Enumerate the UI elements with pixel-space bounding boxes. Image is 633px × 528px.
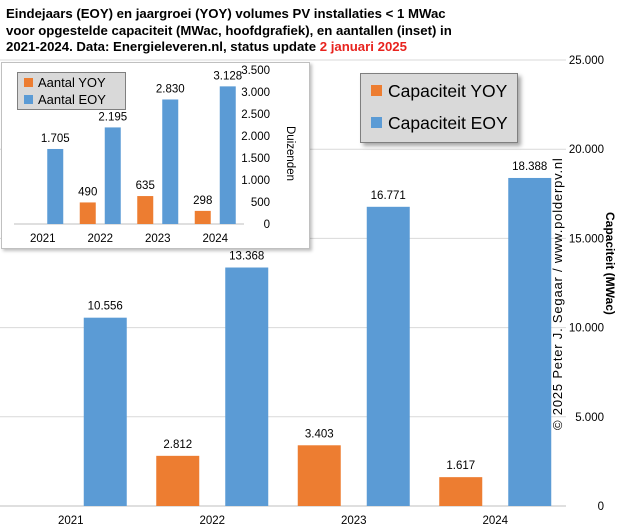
inset-data-label: 2.195 bbox=[98, 111, 127, 123]
main-data-label: 2.812 bbox=[163, 439, 192, 451]
inset-data-label: 1.705 bbox=[41, 133, 70, 145]
main-legend-item-yoy: Capaciteit YOY bbox=[371, 81, 507, 105]
inset-y-tick-label: 3.000 bbox=[241, 87, 270, 99]
main-data-label: 16.771 bbox=[371, 190, 406, 202]
inset-x-tick-label: 2023 bbox=[145, 233, 171, 245]
main-bar-eoy bbox=[508, 177, 552, 507]
inset-chart-plot: 0 500 1.000 1.500 2.000 2.500 3.000 3.500 2021 1.… bbox=[14, 65, 270, 245]
inset-y-tick-label: 2.500 bbox=[241, 109, 270, 121]
inset-x-tick-label: 2024 bbox=[202, 233, 228, 245]
main-data-label: 3.403 bbox=[305, 428, 334, 440]
main-y-tick-label: 10.000 bbox=[569, 323, 604, 335]
inset-bar-eoy bbox=[47, 148, 64, 224]
inset-bar-yoy bbox=[79, 202, 96, 224]
main-legend-item-eoy: Capaciteit EOY bbox=[371, 113, 508, 137]
inset-legend: Aantal YOY Aantal EOY bbox=[17, 72, 126, 110]
main-bar-yoy bbox=[156, 455, 200, 506]
inset-y-tick-label: 500 bbox=[251, 197, 270, 209]
main-y-tick-label: 15.000 bbox=[569, 233, 604, 245]
inset-legend-label-eoy: Aantal EOY bbox=[38, 92, 106, 107]
main-legend-label-yoy: Capaciteit YOY bbox=[388, 81, 508, 101]
inset-legend-item-yoy: Aantal YOY bbox=[24, 75, 106, 91]
title-line-3-text: 2021-2024. Data: Energieleveren.nl, stat… bbox=[6, 39, 320, 54]
inset-bar-eoy bbox=[219, 86, 236, 224]
main-x-tick-label: 2021 bbox=[58, 515, 84, 527]
inset-y-tick-label: 2.000 bbox=[241, 131, 270, 143]
main-x-tick-label: 2024 bbox=[482, 515, 508, 527]
inset-data-label: 490 bbox=[78, 186, 97, 198]
copyright-credit: © 2025 Peter J. Segaar / www.polderpv.nl bbox=[550, 157, 565, 430]
title-date-highlight: 2 januari 2025 bbox=[319, 39, 407, 54]
inset-x-tick-label: 2021 bbox=[30, 233, 56, 245]
main-y-tick-label: 0 bbox=[598, 501, 604, 513]
inset-x-tick-label: 2022 bbox=[87, 233, 113, 245]
inset-y-tick-label: 3.500 bbox=[241, 65, 270, 77]
main-bar-eoy bbox=[366, 206, 410, 506]
main-legend-label-eoy: Capaciteit EOY bbox=[388, 113, 508, 133]
main-bar-eoy bbox=[225, 267, 269, 506]
inset-chart: 0 500 1.000 1.500 2.000 2.500 3.000 3.500 2021 1.… bbox=[1, 62, 310, 249]
main-y-tick-label: 25.000 bbox=[569, 55, 604, 67]
title-line-2: voor opgestelde capaciteit (MWac, hoofdg… bbox=[6, 22, 452, 38]
inset-data-label: 298 bbox=[193, 195, 212, 207]
inset-bar-eoy bbox=[104, 127, 121, 224]
inset-data-label: 2.830 bbox=[156, 83, 185, 95]
title-line-1: Eindejaars (EOY) en jaargroei (YOY) volu… bbox=[6, 6, 446, 21]
main-x-tick-label: 2022 bbox=[199, 515, 225, 527]
main-x-tick-label: 2023 bbox=[341, 515, 367, 527]
main-y-tick-label: 20.000 bbox=[569, 144, 604, 156]
inset-y-tick-label: 1.000 bbox=[241, 175, 270, 187]
inset-y-tick-label: 1.500 bbox=[241, 153, 270, 165]
inset-bar-yoy bbox=[194, 210, 211, 224]
inset-bar-eoy bbox=[162, 99, 179, 224]
main-legend-swatch-yoy bbox=[371, 85, 382, 96]
main-bar-yoy bbox=[297, 445, 341, 506]
main-y-tick-label: 5.000 bbox=[575, 412, 604, 424]
title-line-3: 2021-2024. Data: Energieleveren.nl, stat… bbox=[6, 39, 566, 56]
inset-y-tick-label: 0 bbox=[264, 219, 270, 231]
inset-y-axis-label: Duizenden bbox=[284, 126, 296, 181]
inset-legend-swatch-eoy bbox=[24, 95, 33, 104]
inset-legend-item-eoy: Aantal EOY bbox=[24, 92, 106, 108]
main-data-label: 1.617 bbox=[446, 460, 475, 472]
main-data-label: 13.368 bbox=[229, 251, 264, 263]
inset-bar-yoy bbox=[137, 196, 154, 224]
main-data-label: 18.388 bbox=[512, 161, 547, 173]
inset-data-label: 3.128 bbox=[213, 70, 242, 82]
main-y-axis-label: Capaciteit (MWac) bbox=[603, 212, 617, 315]
inset-legend-label-yoy: Aantal YOY bbox=[38, 75, 106, 90]
main-legend-swatch-eoy bbox=[371, 117, 382, 128]
inset-data-label: 635 bbox=[136, 180, 155, 192]
inset-legend-swatch-yoy bbox=[24, 78, 33, 87]
main-legend: Capaciteit YOY Capaciteit EOY bbox=[360, 73, 518, 143]
main-data-label: 10.556 bbox=[88, 301, 123, 313]
chart-title: Eindejaars (EOY) en jaargroei (YOY) volu… bbox=[6, 6, 566, 56]
main-bar-yoy bbox=[439, 477, 483, 506]
main-bar-eoy bbox=[83, 317, 127, 506]
